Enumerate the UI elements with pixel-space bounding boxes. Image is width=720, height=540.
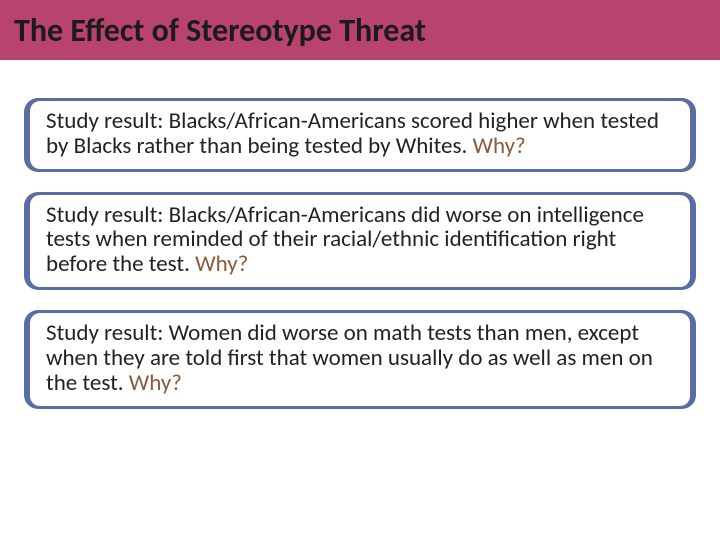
title-bar: The Effect of Stereotype Threat [0,0,720,60]
study-text: Study result: Blacks/African-Americans s… [46,107,659,160]
study-card-inner: Study result: Women did worse on math te… [30,313,690,405]
slide-title: The Effect of Stereotype Threat [14,14,426,48]
study-card: Study result: Blacks/African-Americans d… [24,192,696,290]
why-prompt: Why? [129,369,182,397]
study-text: Study result: Blacks/African-Americans d… [46,201,644,279]
study-card-inner: Study result: Blacks/African-Americans d… [30,195,690,287]
why-prompt: Why? [473,132,526,160]
study-card-inner: Study result: Blacks/African-Americans s… [30,101,690,169]
why-prompt: Why? [195,250,248,278]
study-card: Study result: Blacks/African-Americans s… [24,98,696,172]
slide: The Effect of Stereotype Threat Study re… [0,0,720,540]
study-card: Study result: Women did worse on math te… [24,310,696,408]
content-area: Study result: Blacks/African-Americans s… [0,60,720,409]
